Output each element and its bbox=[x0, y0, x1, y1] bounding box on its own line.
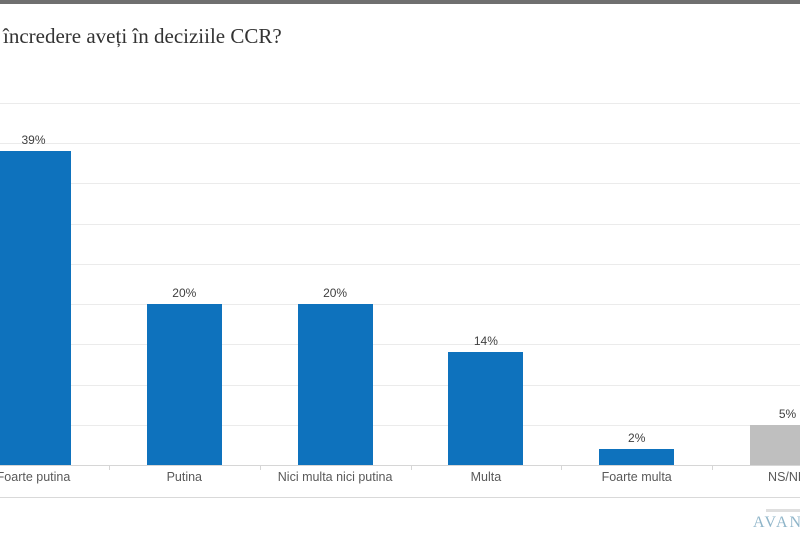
category-label: Multa bbox=[470, 470, 502, 484]
chart-title: încredere aveți în deciziile CCR? bbox=[3, 24, 282, 48]
bar-value-label: 14% bbox=[473, 334, 498, 349]
bottom-border-line bbox=[0, 497, 800, 498]
bar-value-label: 39% bbox=[21, 133, 46, 148]
gridline bbox=[0, 384, 800, 386]
gridline bbox=[0, 103, 800, 104]
axis-tick bbox=[712, 465, 714, 470]
bar-0 bbox=[0, 151, 71, 465]
axis-tick bbox=[561, 465, 563, 470]
top-strip bbox=[0, 0, 800, 4]
axis-tick bbox=[259, 465, 261, 470]
bar-value-label: 5% bbox=[778, 406, 797, 421]
gridline bbox=[0, 344, 800, 346]
category-label: Nici multa nici putina bbox=[277, 470, 393, 484]
category-label: Foarte multa bbox=[601, 470, 672, 484]
avangarde-logo: AVAN bbox=[753, 514, 800, 531]
bar-value-label: 20% bbox=[323, 286, 348, 301]
gridline bbox=[0, 183, 800, 185]
bar-1 bbox=[146, 304, 222, 465]
bar-4 bbox=[599, 448, 675, 465]
bar-2 bbox=[297, 304, 373, 465]
bar-value-label: 2% bbox=[628, 430, 646, 445]
gridline bbox=[0, 424, 800, 426]
bar-value-label: 20% bbox=[172, 286, 197, 301]
axis-tick bbox=[108, 465, 110, 470]
x-axis-line bbox=[0, 465, 800, 466]
logo-tagline bbox=[766, 509, 800, 512]
gridline bbox=[0, 223, 800, 225]
axis-tick bbox=[410, 465, 412, 470]
bar-3 bbox=[448, 352, 524, 465]
gridline bbox=[0, 304, 800, 306]
category-label: Foarte putina bbox=[0, 470, 71, 484]
category-label: Putina bbox=[166, 470, 203, 484]
category-label: NS/NR bbox=[768, 470, 800, 484]
bar-5 bbox=[750, 424, 800, 465]
gridline bbox=[0, 143, 800, 145]
gridline bbox=[0, 263, 800, 265]
